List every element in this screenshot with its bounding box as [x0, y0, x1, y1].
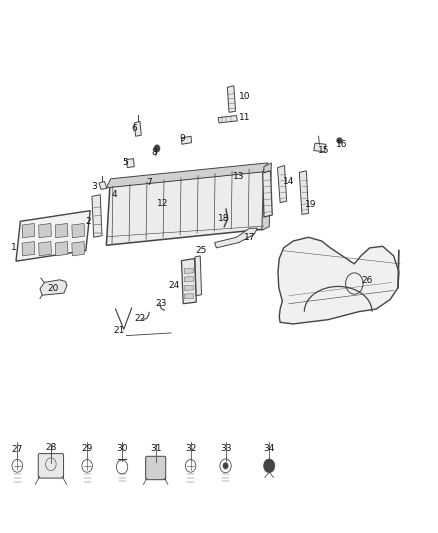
Text: 5: 5 [122, 158, 128, 167]
Polygon shape [184, 294, 194, 299]
Text: 31: 31 [150, 445, 162, 454]
Polygon shape [55, 223, 68, 238]
Text: 9: 9 [179, 134, 185, 143]
Text: 27: 27 [11, 446, 23, 455]
Polygon shape [215, 228, 258, 248]
Polygon shape [55, 241, 68, 256]
Polygon shape [181, 136, 191, 144]
Polygon shape [134, 122, 141, 136]
Text: 11: 11 [240, 113, 251, 122]
FancyBboxPatch shape [146, 456, 166, 480]
Polygon shape [184, 277, 194, 282]
Text: 18: 18 [218, 214, 229, 223]
Polygon shape [92, 195, 102, 237]
Polygon shape [40, 280, 67, 295]
Polygon shape [72, 223, 85, 238]
Text: 19: 19 [305, 200, 316, 209]
Circle shape [223, 463, 228, 469]
Polygon shape [106, 171, 266, 245]
Polygon shape [22, 223, 35, 238]
Polygon shape [184, 285, 194, 290]
Polygon shape [278, 165, 287, 203]
Polygon shape [117, 190, 130, 197]
Polygon shape [72, 241, 85, 256]
Text: 16: 16 [336, 140, 347, 149]
Polygon shape [181, 259, 196, 304]
Polygon shape [263, 171, 272, 217]
Polygon shape [184, 268, 194, 273]
Text: 14: 14 [283, 177, 294, 186]
Text: 25: 25 [195, 246, 206, 255]
Text: 8: 8 [152, 148, 157, 157]
Text: 34: 34 [264, 445, 275, 454]
FancyBboxPatch shape [38, 454, 64, 478]
Text: 10: 10 [240, 92, 251, 101]
Text: 33: 33 [220, 445, 231, 454]
Polygon shape [16, 211, 90, 261]
Text: 3: 3 [92, 182, 97, 191]
Circle shape [154, 145, 160, 152]
Text: 26: 26 [362, 276, 373, 285]
Polygon shape [314, 143, 326, 152]
Polygon shape [106, 163, 268, 188]
Text: 4: 4 [111, 190, 117, 199]
Text: 30: 30 [117, 445, 128, 454]
Polygon shape [278, 237, 399, 324]
Text: 20: 20 [47, 284, 59, 293]
Text: 13: 13 [233, 172, 244, 181]
Polygon shape [39, 241, 51, 256]
Text: 15: 15 [318, 146, 329, 155]
Polygon shape [262, 163, 272, 230]
Text: 23: 23 [155, 299, 167, 308]
Circle shape [264, 459, 275, 473]
Polygon shape [299, 171, 308, 214]
Polygon shape [39, 223, 51, 238]
Text: 32: 32 [185, 445, 196, 454]
Text: 24: 24 [169, 280, 180, 289]
Polygon shape [218, 116, 237, 123]
Polygon shape [227, 86, 236, 112]
Text: 29: 29 [81, 445, 93, 454]
Text: 2: 2 [85, 217, 91, 226]
Polygon shape [22, 241, 35, 256]
Polygon shape [195, 256, 201, 296]
Text: 21: 21 [113, 326, 124, 335]
Text: 12: 12 [156, 199, 168, 208]
Text: 17: 17 [244, 233, 255, 242]
Polygon shape [99, 181, 107, 189]
Text: 6: 6 [131, 124, 137, 133]
Text: 28: 28 [45, 443, 57, 452]
Polygon shape [136, 171, 263, 185]
Text: 7: 7 [146, 178, 152, 187]
Text: 1: 1 [11, 244, 17, 253]
Polygon shape [127, 159, 134, 167]
Text: 22: 22 [135, 313, 146, 322]
